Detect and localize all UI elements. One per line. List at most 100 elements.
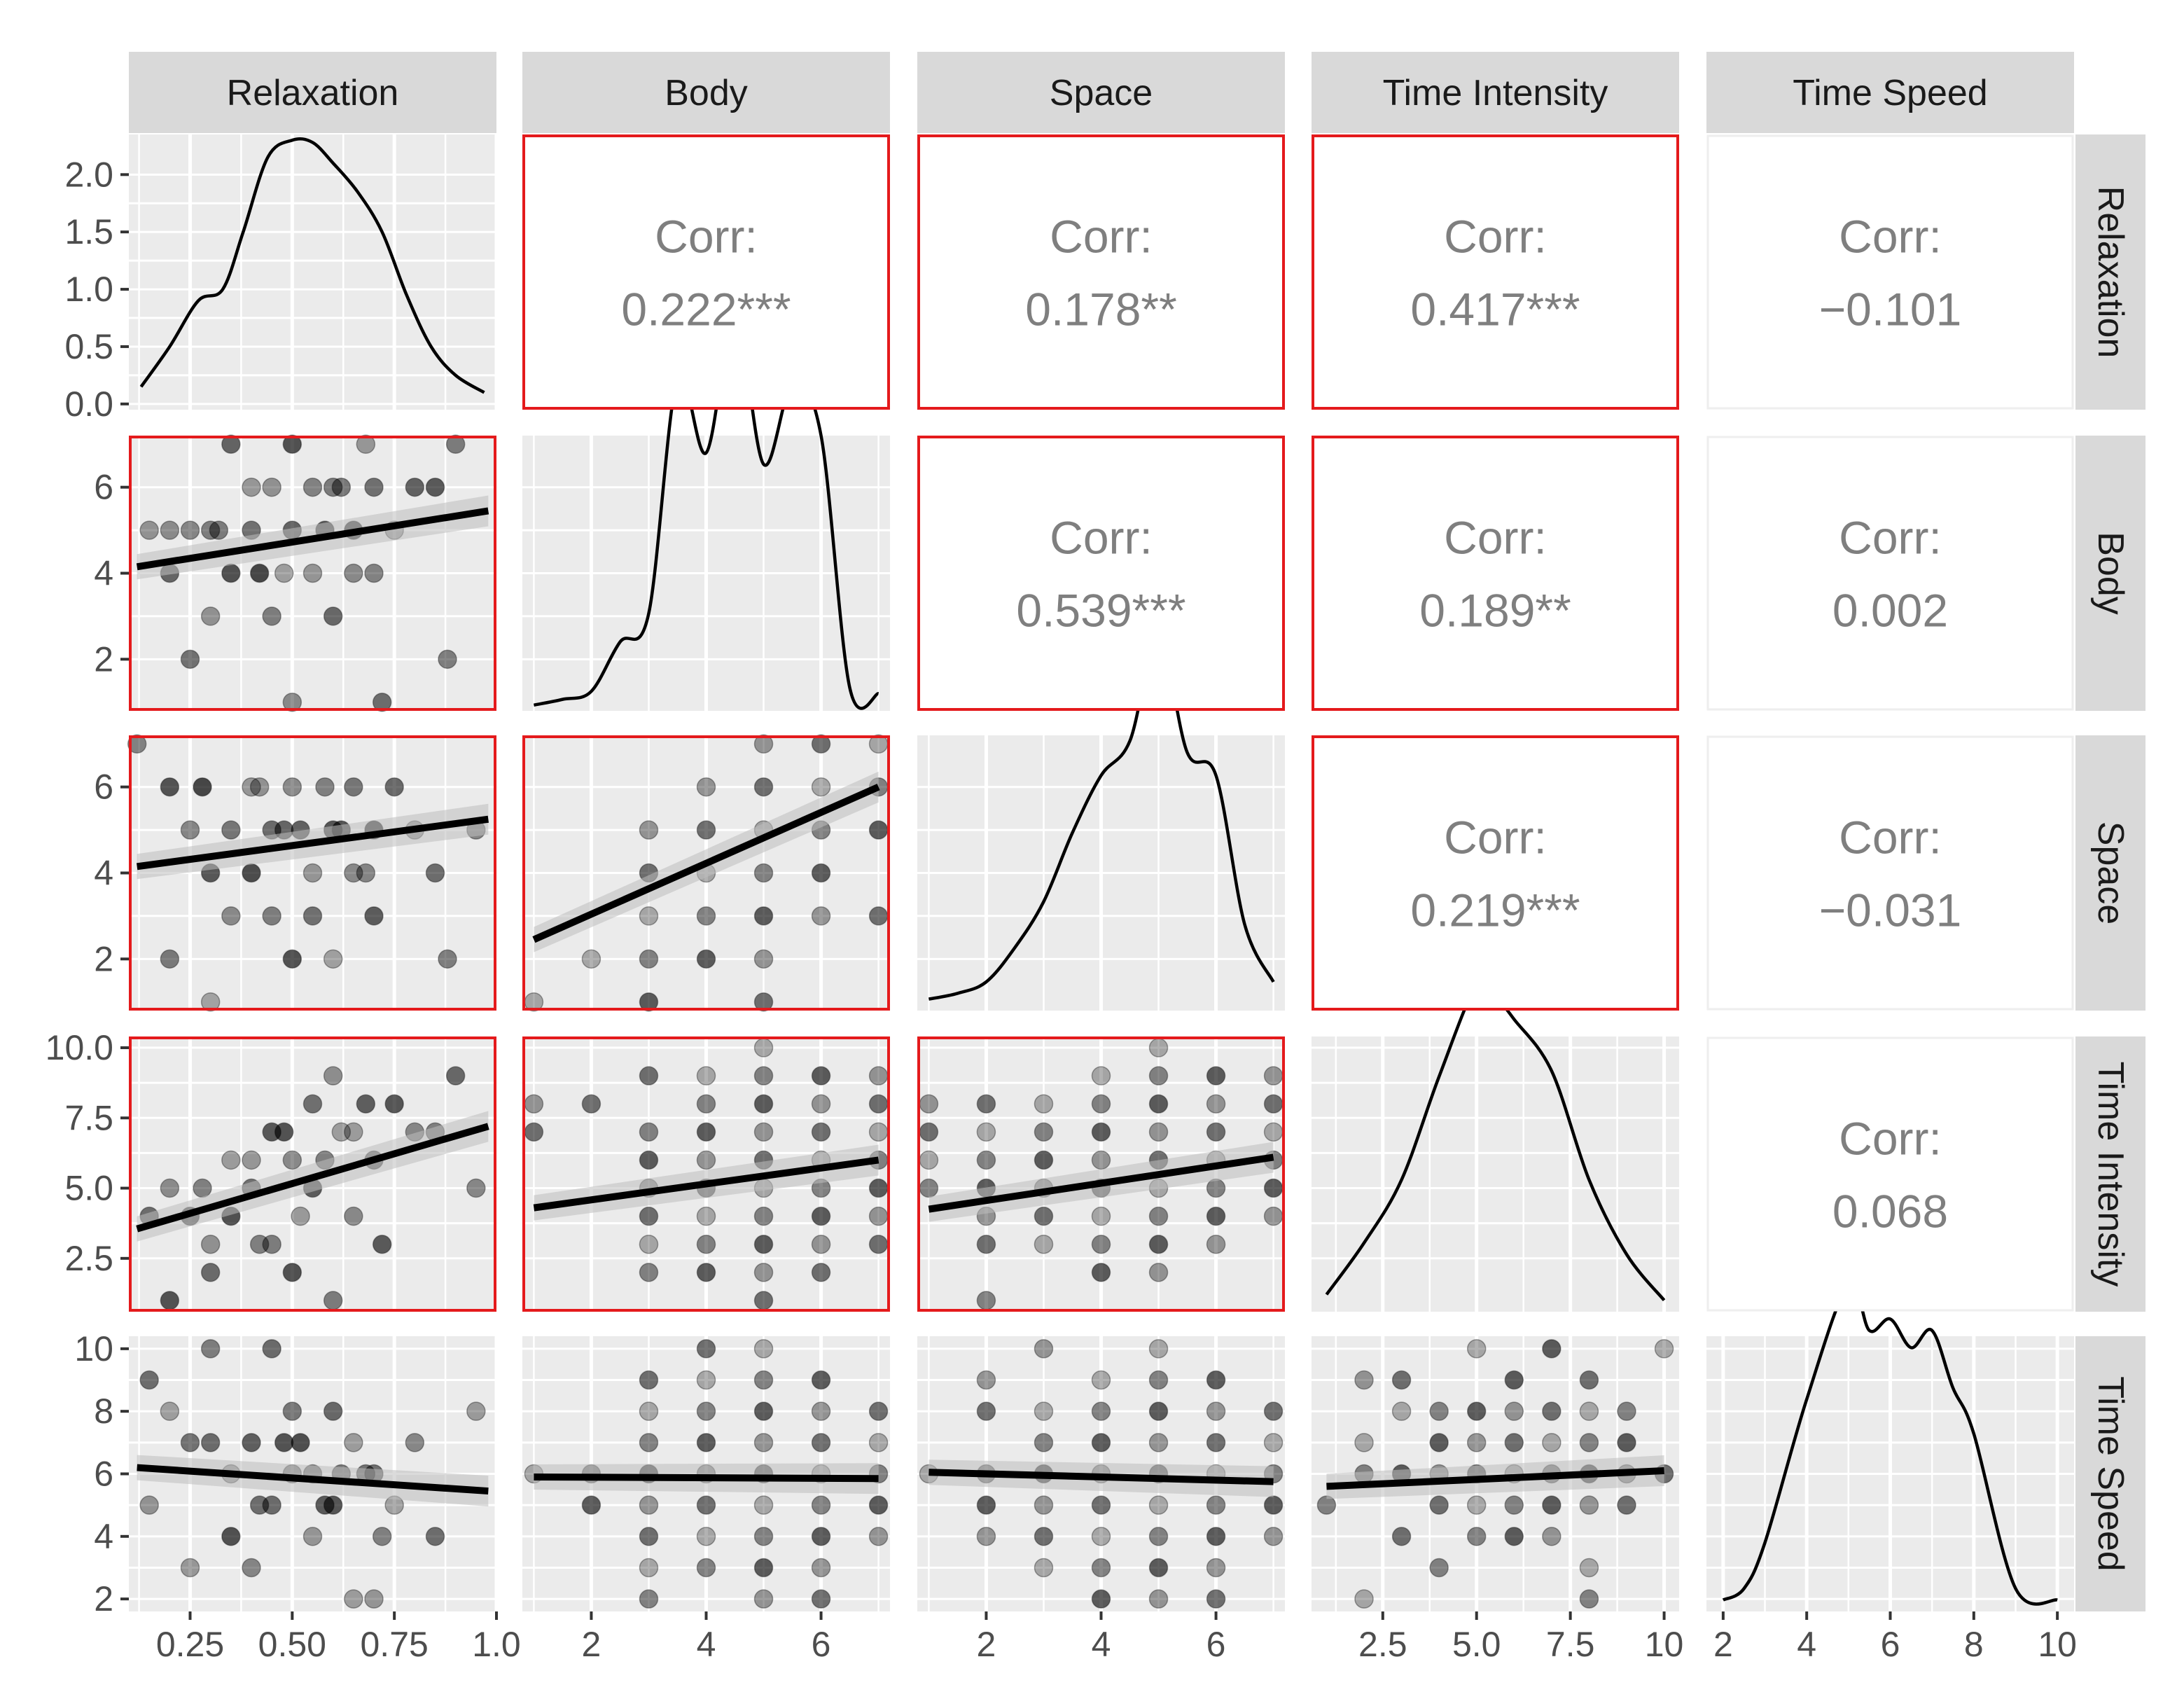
y-tick-label-time-intensity: 5.0	[64, 1169, 113, 1208]
scatter-panel-time-intensity-body-point	[753, 1235, 774, 1254]
density-curve-relaxation	[139, 137, 485, 394]
scatter-panel-time-speed-body-point	[696, 1401, 716, 1421]
scatter-panel-time-speed-relaxation-point	[200, 1433, 221, 1452]
scatter-panel-time-speed-space-point	[1263, 1401, 1284, 1421]
scatter-panel-body-relaxation-highlight-frame	[129, 436, 496, 711]
row-strip-label-relaxation: Relaxation	[2090, 186, 2131, 359]
corr-panel-body-space-label: Corr:	[1050, 512, 1153, 564]
scatter-panel-space-relaxation-point	[302, 906, 323, 926]
corr-panel-space-time-intensity-label: Corr:	[1444, 812, 1547, 864]
scatter-panel-time-speed-relaxation-point	[405, 1433, 425, 1452]
scatter-panel-space-relaxation-point	[344, 863, 363, 883]
scatter-panel-body-relaxation-point	[249, 563, 270, 583]
scatter-panel-time-intensity-space-point	[1148, 1263, 1169, 1282]
scatter-panel-time-speed-body-point	[639, 1558, 659, 1578]
scatter-panel-time-speed-space-point	[1091, 1433, 1111, 1452]
scatter-panel-time-speed-relaxation-point	[466, 1401, 486, 1421]
scatter-panel-space-relaxation-point	[160, 777, 180, 797]
scatter-panel-time-speed-time-intensity-point	[1466, 1527, 1487, 1546]
scatter-panel-time-intensity-space-point	[1034, 1122, 1054, 1142]
scatter-panel-time-speed-time-intensity-point	[1504, 1433, 1524, 1452]
scatter-panel-time-intensity-body-point	[696, 1122, 716, 1142]
scatter-panel-time-intensity-relaxation-point	[384, 1094, 404, 1114]
scatter-panel-body-relaxation-point	[274, 563, 294, 583]
scatter-panel-time-speed-time-intensity-point	[1504, 1370, 1524, 1390]
scatter-panel-time-intensity-space-point	[1148, 1038, 1169, 1057]
scatter-panel-time-speed-space-point	[1206, 1495, 1226, 1515]
scatter-panel-time-speed-relaxation-point	[344, 1433, 363, 1452]
scatter-panel-time-speed-time-intensity-point	[1579, 1433, 1599, 1452]
scatter-panel-time-intensity-body-point	[753, 1038, 774, 1057]
corr-panel-time-intensity-time-speed-frame	[1706, 1036, 2074, 1312]
scatter-panel-time-speed-time-intensity-point	[1391, 1370, 1412, 1390]
scatter-panel-body-relaxation-point	[344, 563, 363, 583]
corr-panel-body-time-speed-value: 0.002	[1832, 585, 1948, 637]
scatter-panel-time-speed-space-point	[1034, 1339, 1054, 1359]
scatter-panel-time-speed-body-point	[753, 1589, 774, 1609]
x-tick-label-time-intensity: 10	[1645, 1625, 1684, 1664]
y-tick-label-relaxation: 0.5	[64, 327, 113, 366]
scatter-panel-time-intensity-body-point	[811, 1122, 831, 1142]
scatter-panel-space-relaxation-point	[127, 734, 147, 754]
scatter-panel-space-relaxation-point	[438, 949, 457, 969]
corr-panel-relaxation-space-frame	[917, 134, 1285, 410]
scatter-panel-space-relaxation-point	[242, 863, 261, 883]
scatter-panel-time-speed-space-point	[1034, 1495, 1054, 1515]
scatter-panel-space-body-point	[696, 820, 716, 840]
scatter-panel-time-speed-time-intensity-point	[1429, 1433, 1449, 1452]
scatter-panel-time-speed-space-point	[1206, 1401, 1226, 1421]
y-tick-label-time-speed: 8	[94, 1392, 113, 1431]
scatter-panel-time-intensity-body-point	[811, 1206, 831, 1226]
scatter-panel-time-intensity-relaxation-point	[160, 1291, 180, 1310]
x-tick-label-body: 6	[812, 1625, 831, 1664]
scatter-panel-time-speed-time-intensity-point	[1617, 1433, 1636, 1452]
scatter-panel-space-relaxation-point	[193, 777, 212, 797]
scatter-panel-time-speed-space-point	[1263, 1495, 1284, 1515]
scatter-panel-time-speed-time-intensity-point	[1466, 1433, 1487, 1452]
scatter-panel-space-relaxation-point	[302, 863, 323, 883]
column-strip-label-time-speed: Time Speed	[1793, 73, 1987, 113]
scatter-panel-time-speed-space-point	[1091, 1558, 1111, 1578]
scatter-panel-space-relaxation-fit-line	[136, 815, 489, 871]
scatter-panel-time-intensity-body-point	[696, 1094, 716, 1114]
scatter-panel-time-intensity-body-point	[753, 1094, 774, 1114]
scatter-panel-time-speed-body-point	[581, 1495, 601, 1515]
scatter-panel-time-speed-space-point	[1148, 1589, 1169, 1609]
scatter-panel-time-intensity-relaxation-point	[372, 1235, 392, 1254]
scatter-panel-time-intensity-space-point	[1034, 1150, 1054, 1170]
scatter-panel-time-speed-space-fit-line	[928, 1469, 1274, 1485]
scatter-panel-time-intensity-space-point	[1148, 1122, 1169, 1142]
column-strip-time-intensity	[1312, 52, 1679, 133]
scatter-panel-time-speed-time-intensity-point	[1466, 1495, 1487, 1515]
scatter-panel-time-intensity-body-point	[524, 1122, 544, 1142]
scatter-panel-time-speed-time-intensity-point	[1579, 1370, 1599, 1390]
column-strip-space	[917, 52, 1285, 133]
scatter-panel-body-relaxation-point	[282, 692, 302, 712]
scatter-panel-time-speed-space-point	[976, 1370, 996, 1390]
y-tick-label-space: 6	[94, 768, 113, 807]
scatter-panel-body-relaxation-point	[445, 434, 466, 455]
y-tick-label-relaxation: 0.0	[64, 384, 113, 424]
scatter-panel-time-intensity-body-point	[753, 1291, 774, 1310]
scatter-panel-time-intensity-space-point	[976, 1291, 996, 1310]
scatter-panel-time-speed-body-point	[639, 1370, 659, 1390]
scatter-panel-body-relaxation-point	[180, 649, 200, 670]
corr-panel-body-time-intensity-label: Corr:	[1444, 512, 1547, 564]
corr-panel-relaxation-time-speed-value: −0.101	[1819, 284, 1962, 335]
scatter-panel-time-speed-relaxation-point	[242, 1558, 261, 1578]
scatter-panel-space-body-point	[696, 777, 716, 797]
scatter-panel-time-intensity-relaxation-point	[200, 1263, 221, 1282]
scatter-panel-time-speed-time-intensity-point	[1504, 1527, 1524, 1546]
row-strip-label-time-speed: Time Speed	[2090, 1376, 2131, 1571]
scatter-panel-time-speed-space-point	[1148, 1370, 1169, 1390]
scatter-panel-time-intensity-body-point	[639, 1150, 659, 1170]
scatter-panel-time-speed-body-point	[811, 1527, 831, 1546]
scatter-panel-time-intensity-space-point	[919, 1122, 939, 1142]
corr-panel-body-space-value: 0.539***	[1016, 585, 1185, 637]
scatter-panel-time-intensity-space-point	[1148, 1066, 1169, 1086]
corr-panel-relaxation-body-label: Corr:	[655, 211, 758, 263]
scatter-panel-time-speed-relaxation-point	[160, 1401, 180, 1421]
scatter-panel-space-relaxation-highlight-frame	[129, 735, 496, 1011]
y-tick-label-body: 4	[94, 554, 113, 593]
scatter-panel-time-speed-time-intensity-point	[1354, 1589, 1374, 1609]
